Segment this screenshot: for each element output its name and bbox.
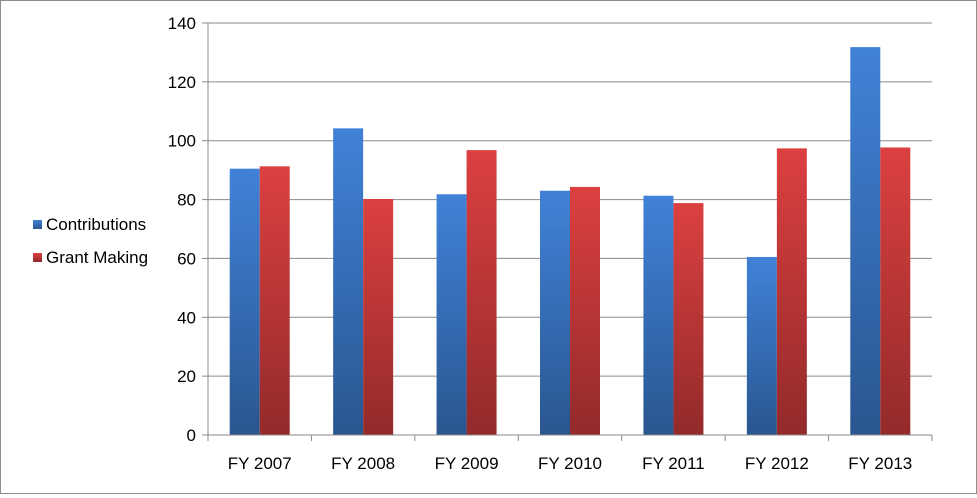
y-tick-label: 60: [177, 249, 196, 268]
bar-grant-making: [776, 148, 807, 435]
axes: [202, 22, 933, 441]
bar-grant-making: [570, 186, 600, 435]
bar-contributions: [643, 195, 674, 435]
x-tick-label: FY 2010: [538, 454, 602, 473]
bar-contributions: [436, 194, 467, 435]
bar-contributions: [540, 190, 570, 435]
y-tick-labels: 0 20 40 60 80 100 120 140: [168, 14, 196, 445]
y-tick-label: 100: [168, 132, 196, 151]
bar-grant-making: [466, 150, 497, 436]
bar-contributions: [850, 47, 881, 435]
bar-grant-making: [880, 147, 911, 436]
bar-grant-making: [673, 203, 704, 435]
x-tick-label: FY 2008: [331, 454, 395, 473]
x-tick-label: FY 2011: [642, 454, 705, 473]
bar-contributions: [333, 128, 364, 435]
x-tick-label: FY 2012: [745, 454, 809, 473]
legend-swatch: [33, 253, 42, 262]
legend-label: Grant Making: [46, 248, 148, 267]
legend-label: Contributions: [46, 215, 146, 234]
x-tick-label: FY 2007: [228, 454, 292, 473]
bar-contributions: [229, 168, 260, 435]
legend: Contributions Grant Making: [33, 215, 148, 267]
bar-contributions: [746, 256, 777, 435]
y-tick-label: 140: [168, 14, 196, 33]
legend-swatch: [33, 220, 42, 229]
x-tick-label: FY 2009: [435, 454, 499, 473]
y-tick-label: 0: [187, 426, 196, 445]
x-tick-labels: FY 2007 FY 2008 FY 2009 FY 2010 FY 2011 FY 20…: [228, 454, 913, 473]
y-tick-label: 120: [168, 73, 196, 92]
bar-grant-making: [259, 166, 290, 435]
y-tick-label: 20: [177, 367, 196, 386]
y-tick-label: 80: [177, 191, 196, 210]
x-tick-label: FY 2013: [848, 454, 912, 473]
bars: [229, 47, 911, 436]
bar-grant-making: [363, 198, 394, 435]
y-tick-label: 40: [177, 308, 196, 327]
